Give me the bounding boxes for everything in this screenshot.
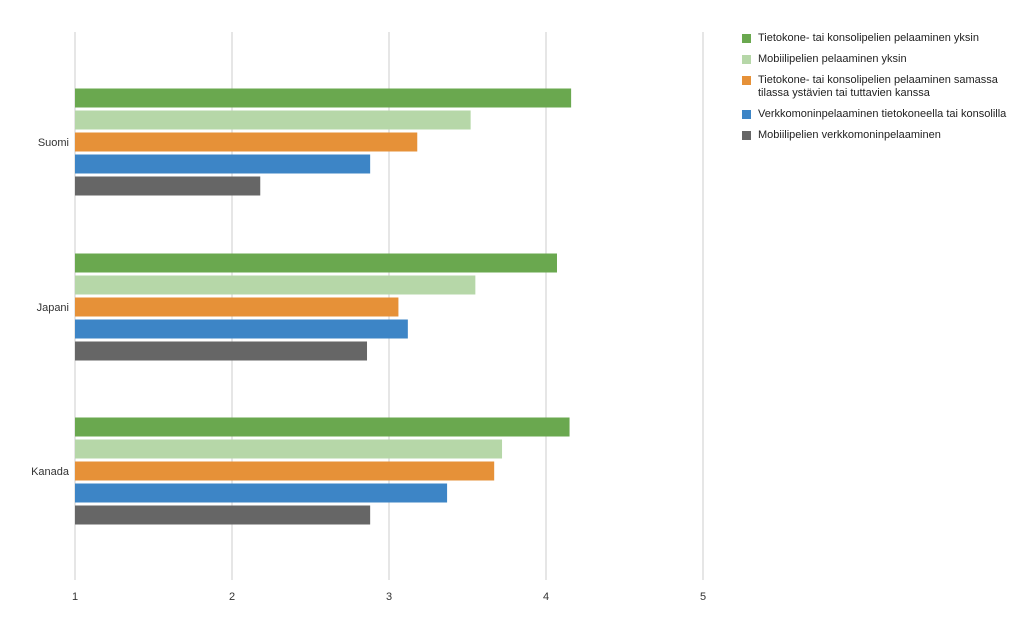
bar	[75, 341, 368, 361]
legend-label: Tietokone- tai konsolipelien pelaaminen …	[758, 74, 998, 99]
bar	[75, 417, 570, 437]
legend-label: Verkkomoninpelaaminen tietokoneella tai …	[758, 108, 1007, 120]
bar	[75, 505, 371, 525]
x-tick-label: 3	[386, 591, 392, 603]
bar	[75, 439, 503, 459]
legend-swatch	[742, 34, 751, 43]
legend-item: Verkkomoninpelaaminen tietokoneella tai …	[742, 108, 1012, 121]
category-label: Suomi	[38, 137, 69, 149]
bar	[75, 110, 471, 130]
chart-legend: Tietokone- tai konsolipelien pelaaminen …	[742, 32, 1012, 150]
legend-label: Mobiilipelien verkkomoninpelaaminen	[758, 129, 941, 141]
bar	[75, 88, 572, 108]
bar	[75, 154, 371, 174]
x-tick-label: 1	[72, 591, 78, 603]
bar	[75, 461, 495, 481]
legend-label: Mobiilipelien pelaaminen yksin	[758, 53, 907, 65]
legend-swatch	[742, 110, 751, 119]
legend-item: Tietokone- tai konsolipelien pelaaminen …	[742, 32, 1012, 45]
legend-swatch	[742, 76, 751, 85]
x-tick-label: 2	[229, 591, 235, 603]
x-tick-label: 4	[543, 591, 549, 603]
legend-swatch	[742, 55, 751, 64]
category-label: Kanada	[31, 466, 70, 478]
bar	[75, 275, 476, 295]
category-label: Japani	[37, 302, 69, 314]
legend-item: Mobiilipelien verkkomoninpelaaminen	[742, 129, 1012, 142]
legend-swatch	[742, 131, 751, 140]
x-tick-label: 5	[700, 591, 706, 603]
bar	[75, 319, 408, 339]
bar	[75, 297, 399, 317]
legend-item: Tietokone- tai konsolipelien pelaaminen …	[742, 74, 1012, 100]
legend-item: Mobiilipelien pelaaminen yksin	[742, 53, 1012, 66]
bar	[75, 253, 557, 273]
legend-label: Tietokone- tai konsolipelien pelaaminen …	[758, 32, 979, 44]
bar	[75, 483, 448, 503]
bar	[75, 132, 418, 152]
bar	[75, 176, 261, 196]
